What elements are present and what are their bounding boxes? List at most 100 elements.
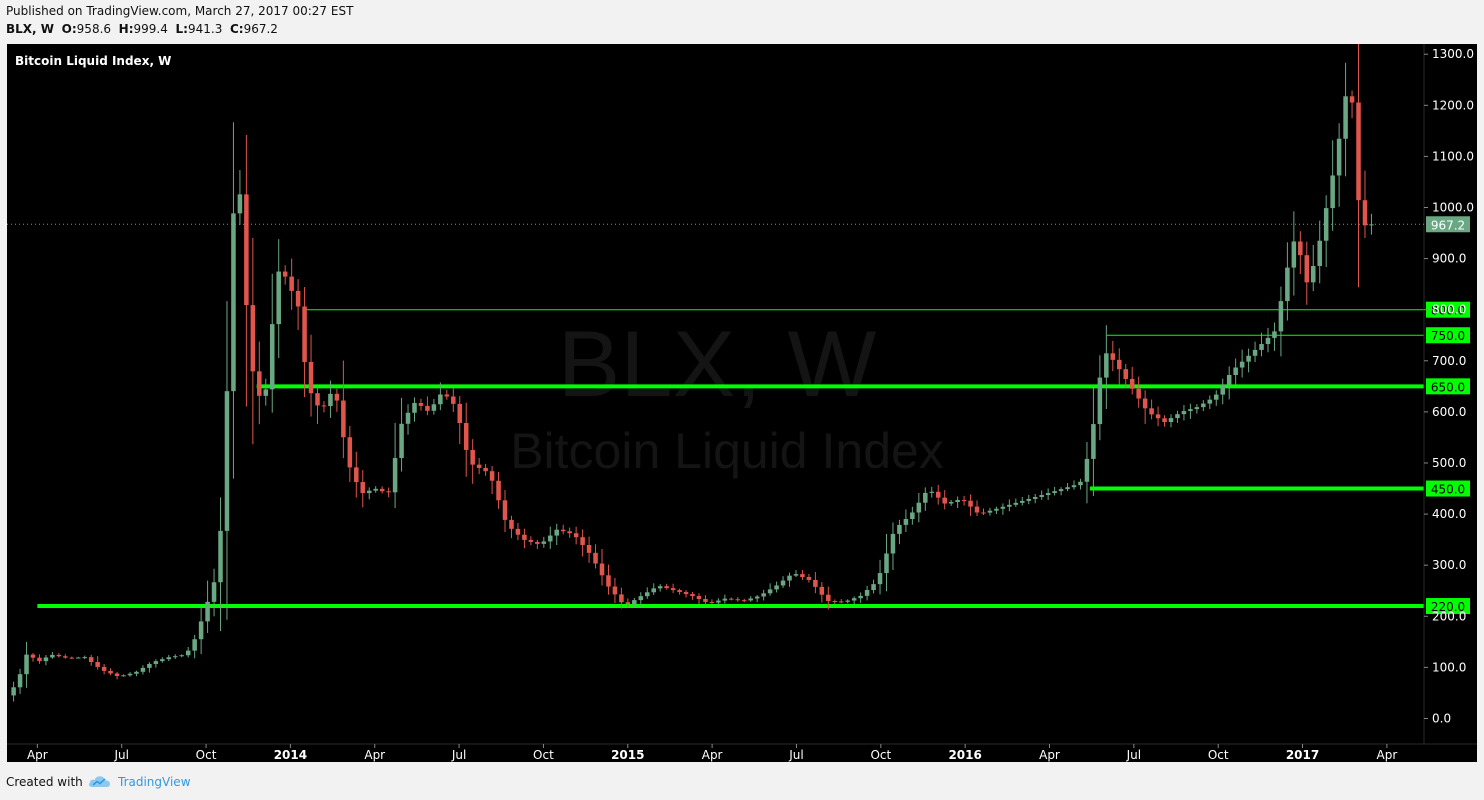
candle-body xyxy=(612,586,618,595)
candle-body xyxy=(961,500,967,502)
candle-body xyxy=(1123,369,1129,379)
candle-body xyxy=(250,305,256,372)
chart-frame[interactable]: BLX, W Bitcoin Liquid Index Bitcoin Liqu… xyxy=(7,44,1477,762)
candles xyxy=(11,44,1374,702)
candle-body xyxy=(1201,403,1206,408)
candle-body xyxy=(211,582,217,602)
x-tick-label: 2015 xyxy=(611,748,644,762)
open-value: 958.6 xyxy=(76,22,112,36)
level-label: 650.0 xyxy=(1431,380,1465,394)
publish-header: Published on TradingView.com, March 27, … xyxy=(0,0,1484,44)
candle-body xyxy=(1298,241,1303,256)
candle-body xyxy=(69,657,75,659)
candle-body xyxy=(1136,388,1141,399)
candle-body xyxy=(444,394,450,397)
candle-body xyxy=(347,437,353,468)
candle-body xyxy=(1032,496,1038,499)
y-tick-label: 300.0 xyxy=(1432,558,1466,572)
time-axis[interactable]: Apr Jul Oct 2014 Apr Jul Oct 2015 Apr Jul Oct 2016 A… xyxy=(27,744,1397,762)
candle-body xyxy=(923,492,928,503)
candle-body xyxy=(392,458,398,493)
candle-body xyxy=(683,592,689,595)
candle-body xyxy=(1142,398,1148,409)
candle-body xyxy=(30,654,36,658)
candlestick-chart[interactable]: BLX, W Bitcoin Liquid Index Bitcoin Liqu… xyxy=(7,44,1477,762)
x-tick-label: Oct xyxy=(1208,748,1229,762)
x-tick-label: Apr xyxy=(1039,748,1060,762)
candle-body xyxy=(127,673,133,676)
level-label-bg xyxy=(1426,480,1470,497)
candle-body xyxy=(82,657,87,659)
candle-body xyxy=(470,449,475,465)
candle-body xyxy=(1226,375,1232,385)
level-label: 220.0 xyxy=(1431,600,1465,614)
candle-body xyxy=(24,654,29,675)
candle-body xyxy=(599,563,605,576)
candle-body xyxy=(244,194,249,306)
candle-body xyxy=(373,488,378,491)
candle-body xyxy=(761,593,766,597)
candle-body xyxy=(748,598,753,601)
level-label-bg xyxy=(1426,327,1470,344)
last-price-label: 967.2 xyxy=(1431,218,1465,232)
x-tick-label: Jul xyxy=(1126,748,1141,762)
candle-body xyxy=(903,518,909,525)
level-label-bg xyxy=(1426,301,1470,318)
candle-body xyxy=(690,594,695,597)
candle-body xyxy=(1239,361,1245,368)
candle-body xyxy=(606,575,611,587)
candle-body xyxy=(366,490,372,494)
candle-body xyxy=(1265,337,1271,345)
y-tick-label: 600.0 xyxy=(1432,405,1466,419)
candle-body xyxy=(205,601,210,622)
candle-body xyxy=(806,577,812,580)
candle-body xyxy=(890,533,896,554)
candle-body xyxy=(774,585,779,590)
candle-body xyxy=(1129,378,1135,389)
candle-body xyxy=(412,402,417,413)
candle-body xyxy=(1045,493,1051,496)
x-tick-label: Apr xyxy=(1377,748,1398,762)
candle-body xyxy=(379,488,385,492)
candle-body xyxy=(657,586,663,589)
x-tick-label: Oct xyxy=(870,748,891,762)
candle-body xyxy=(670,588,676,591)
candle-body xyxy=(1343,96,1348,139)
candle-body xyxy=(1304,255,1310,283)
candle-body xyxy=(858,595,863,599)
y-tick-label: 500.0 xyxy=(1432,456,1466,470)
candle-body xyxy=(321,405,327,407)
candle-body xyxy=(1084,458,1090,482)
price-axis[interactable]: 0.0 100.0 200.0 300.0 400.0 500.0 600.0 700.0 80… xyxy=(1424,47,1474,725)
candle-body xyxy=(864,590,870,596)
candle-body xyxy=(651,588,656,593)
candle-body xyxy=(528,539,534,542)
tradingview-link[interactable]: TradingView xyxy=(118,775,191,789)
candle-body xyxy=(974,506,980,513)
candle-body xyxy=(263,389,269,396)
y-tick-label: 100.0 xyxy=(1432,660,1466,674)
candle-body xyxy=(1213,394,1219,400)
tradingview-cloud-icon[interactable] xyxy=(88,774,112,788)
candle-body xyxy=(968,500,973,507)
footer: Created with TradingView xyxy=(0,762,1484,800)
candle-body xyxy=(101,666,107,671)
candle-body xyxy=(37,657,42,662)
candle-body xyxy=(463,422,469,450)
y-tick-label: 200.0 xyxy=(1432,609,1466,623)
candle-body xyxy=(567,531,572,534)
candle-body xyxy=(341,400,346,438)
candle-body xyxy=(476,464,482,468)
candle-body xyxy=(1323,208,1329,241)
last-price-marker: 967.2 xyxy=(7,216,1470,233)
candle-body xyxy=(845,600,850,602)
candle-body xyxy=(994,508,999,511)
candle-body xyxy=(910,512,915,519)
watermark: BLX, W Bitcoin Liquid Index xyxy=(510,311,944,479)
x-tick-label: Oct xyxy=(533,748,554,762)
x-tick-label: Apr xyxy=(364,748,385,762)
candle-body xyxy=(1162,418,1167,422)
y-tick-label: 700.0 xyxy=(1432,354,1466,368)
candle-body xyxy=(1149,408,1154,415)
candle-body xyxy=(153,661,159,664)
